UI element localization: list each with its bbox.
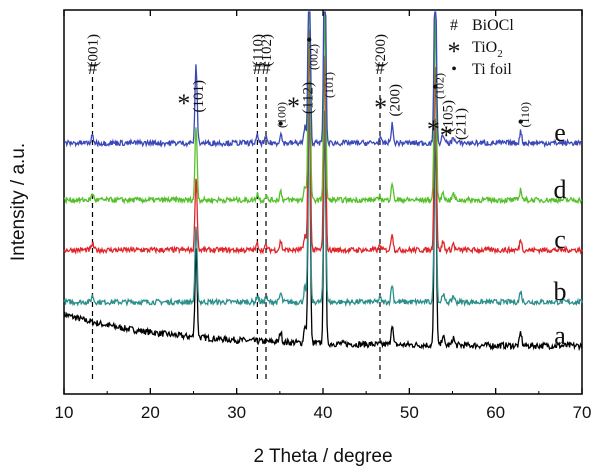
peak-label: (105) [440,100,456,133]
peak-label: (101) [191,80,207,113]
peak-label: (100) [275,102,289,128]
peak-label: (112) [300,82,316,114]
series-label-e: e [554,118,566,147]
x-tick-label: 50 [400,403,419,422]
peak-label: (102) [259,34,275,67]
x-tick-label: 70 [573,403,592,422]
peak-label: (001) [85,34,101,67]
x-tick-label: 10 [55,403,74,422]
y-axis-title: Intensity / a.u. [8,143,29,261]
peak-marker: * [374,93,387,122]
series-line-d [63,11,583,205]
peak-marker: # [262,58,271,78]
peak-marker: # [253,58,262,78]
x-tick-label: 30 [227,403,246,422]
x-axis-title: 2 Theta / degree [253,446,392,467]
x-tick-label: 60 [486,403,505,422]
series-label-d: d [554,175,567,204]
legend-label: BiOCl [472,17,514,34]
peak-marker: * [427,115,440,144]
series-label-a: a [554,321,566,350]
peak-marker: * [440,121,453,150]
peak-label: (101) [322,72,336,98]
series-line-c [63,29,583,256]
peak-marker: • [518,112,524,132]
peak-label: (200) [388,84,404,117]
peak-marker: • [432,77,438,97]
peak-label: (110) [518,102,532,128]
peak-marker: # [88,58,97,78]
legend-symbol: • [451,61,457,78]
legend-label: TiO2 [472,39,503,60]
peak-marker: • [306,30,312,50]
legend-label: Ti foil [472,61,512,78]
peak-marker: • [278,114,284,134]
peak-annotations: (001)#(101)*(110)#(102)#(100)•(112)*(002… [85,30,532,150]
peak-marker: * [287,92,300,121]
peak-label: (102) [433,73,447,99]
series-line-e [63,11,583,149]
x-tick-label: 40 [314,403,333,422]
peak-label: (002) [307,44,321,70]
series-label-b: b [554,277,567,306]
reference-lines [91,77,381,381]
peak-label: (211) [453,108,469,140]
peak-marker: * [177,89,190,118]
legend-symbol: * [448,37,461,66]
peak-label: (200) [373,34,389,67]
peak-label: (110) [250,34,266,66]
x-tick-label: 20 [141,403,160,422]
x-ticks: 10 20 30 40 50 60 70 [55,10,592,422]
series-label-c: c [554,225,566,254]
series-line-b [63,80,583,308]
legend: # BiOCl * TiO2 • Ti foil [448,17,515,78]
peak-marker: # [375,58,384,78]
legend-subscript: 2 [497,48,503,60]
legend-symbol: # [450,17,458,34]
